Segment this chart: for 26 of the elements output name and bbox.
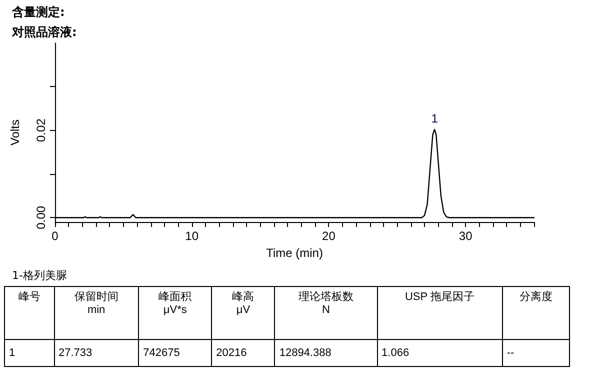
text: 1-格列美脲 <box>12 268 67 283</box>
x-tick-label: 10 <box>185 229 199 243</box>
text: 1 <box>4 340 54 366</box>
text: -- <box>502 340 570 366</box>
chart-title: 含量测定: <box>12 4 66 21</box>
text: USP 拖尾因子 <box>377 286 502 340</box>
y-tick-label: 0.02 <box>34 118 48 142</box>
y-tick-label: 0.00 <box>34 206 48 230</box>
chart-subtitle: 对照品溶液: <box>12 24 77 41</box>
text: 峰高 μV <box>212 286 275 340</box>
text: 27.733 <box>54 340 139 366</box>
text: 1.066 <box>377 340 502 366</box>
text: 分离度 <box>502 286 570 340</box>
text: 742675 <box>138 340 212 366</box>
text: 12894.388 <box>274 340 378 366</box>
x-tick-label: 20 <box>322 229 336 243</box>
text: 保留时间 min <box>54 286 139 340</box>
text: 峰面积 μV*s <box>138 286 212 340</box>
x-axis-title: Time (min) <box>266 246 323 260</box>
x-tick-label: 30 <box>458 229 473 243</box>
y-axis-title: Volts <box>8 119 22 146</box>
text: 峰号 <box>4 286 54 340</box>
text: 理论塔板数 N <box>274 286 378 340</box>
annotation: 1 <box>431 111 438 126</box>
text: 20216 <box>212 340 275 366</box>
x-tick-label: 0 <box>52 229 59 243</box>
